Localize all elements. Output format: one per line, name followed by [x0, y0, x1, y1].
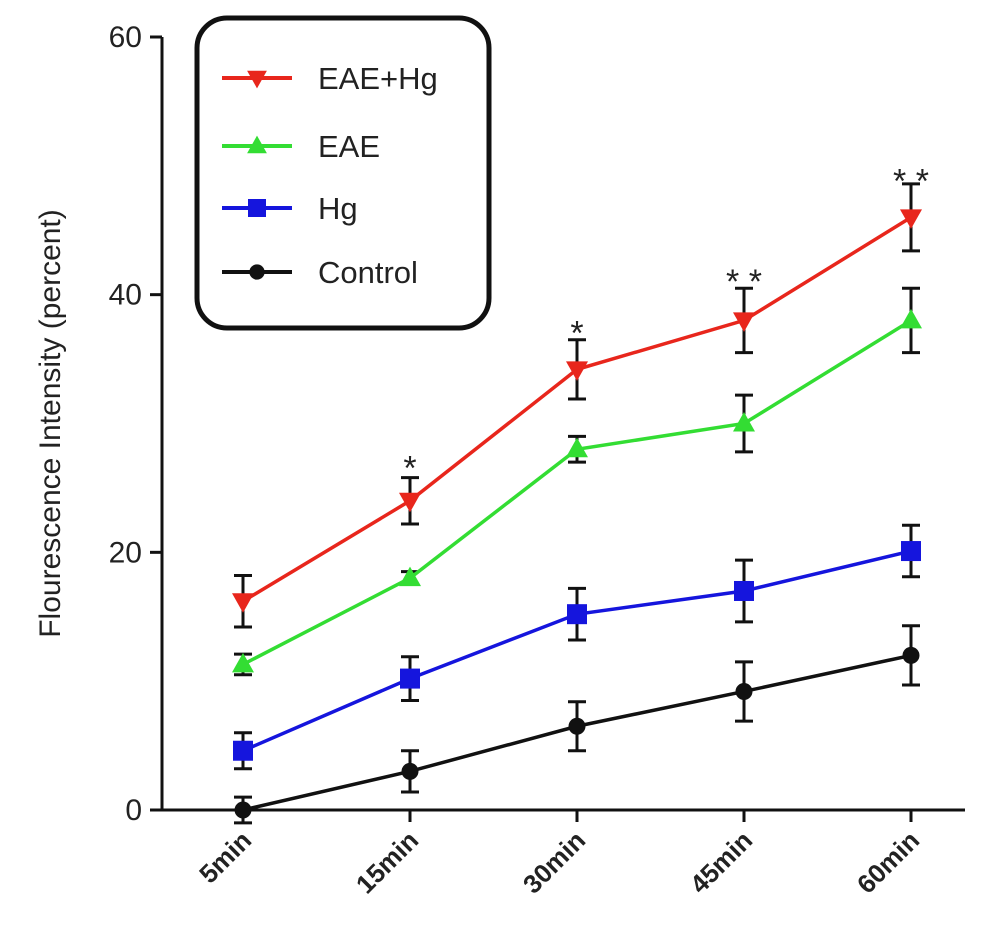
series-hg — [233, 523, 921, 771]
legend-label: Hg — [318, 191, 358, 226]
data-point — [900, 308, 922, 329]
x-tick-label: 30min — [517, 825, 591, 899]
significance-marker: * * — [726, 263, 762, 301]
data-point — [233, 740, 253, 761]
data-point — [232, 593, 254, 613]
data-point — [566, 437, 588, 458]
data-point — [399, 566, 421, 587]
data-point — [734, 580, 754, 601]
data-point — [401, 762, 419, 780]
legend-marker — [247, 70, 267, 89]
data-point — [568, 717, 586, 735]
data-point — [735, 682, 753, 700]
data-point — [733, 412, 755, 432]
series-control — [234, 624, 920, 825]
significance-marker: * — [403, 450, 416, 488]
y-axis-title: Flourescence Intensity (percent) — [34, 209, 67, 638]
series-eae — [232, 286, 922, 677]
legend-label: Control — [318, 255, 418, 290]
legend-box — [194, 15, 492, 331]
data-point — [900, 209, 922, 229]
x-tick-label: 60min — [851, 825, 925, 899]
data-point — [234, 801, 252, 819]
legend-marker — [248, 199, 266, 217]
y-tick-label: 40 — [109, 279, 142, 312]
data-point — [232, 652, 254, 673]
x-tick-label: 45min — [684, 825, 758, 899]
data-point — [567, 604, 587, 625]
legend-marker — [247, 135, 267, 154]
data-point — [902, 646, 920, 664]
data-point — [400, 668, 420, 689]
legend-marker — [249, 264, 265, 280]
data-point — [399, 492, 421, 513]
significance-marker: * * — [893, 162, 929, 200]
data-point — [733, 312, 755, 332]
legend-label: EAE+Hg — [318, 61, 438, 96]
x-tick-label: 15min — [350, 825, 424, 899]
data-point — [901, 541, 921, 562]
y-tick-label: 60 — [109, 21, 142, 54]
y-tick-label: 20 — [109, 536, 142, 569]
legend: EAE+Hg EAE Hg Control — [194, 15, 492, 331]
x-tick-label: 5min — [193, 825, 257, 889]
data-point — [566, 361, 588, 381]
y-tick-label: 0 — [125, 794, 142, 827]
axes: 0 20 40 60 5min 15min 30min 45min 60min Flouresce… — [34, 21, 965, 899]
legend-label: EAE — [318, 129, 380, 164]
series-eae-hg — [232, 182, 922, 629]
annotations: * * * * * * — [403, 162, 929, 487]
significance-marker: * — [570, 314, 583, 352]
series-layer — [232, 182, 922, 825]
